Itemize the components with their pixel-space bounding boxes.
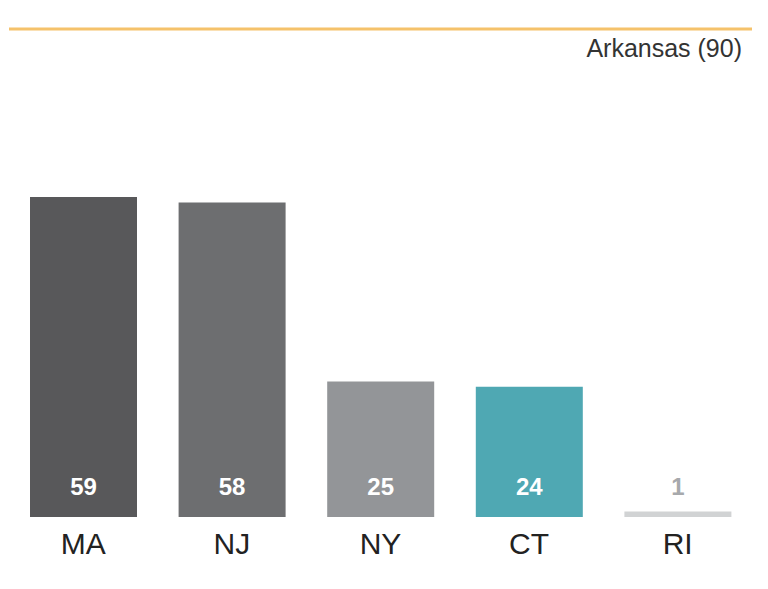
svg-text:Arkansas (90): Arkansas (90) xyxy=(586,34,742,62)
svg-text:1: 1 xyxy=(671,473,684,500)
svg-text:24: 24 xyxy=(516,473,543,500)
svg-text:59: 59 xyxy=(70,473,97,500)
svg-text:MA: MA xyxy=(61,527,106,560)
svg-text:CT: CT xyxy=(509,527,549,560)
svg-text:RI: RI xyxy=(663,527,693,560)
svg-text:NY: NY xyxy=(360,527,402,560)
svg-text:25: 25 xyxy=(367,473,394,500)
svg-text:58: 58 xyxy=(219,473,246,500)
svg-text:NJ: NJ xyxy=(214,527,251,560)
